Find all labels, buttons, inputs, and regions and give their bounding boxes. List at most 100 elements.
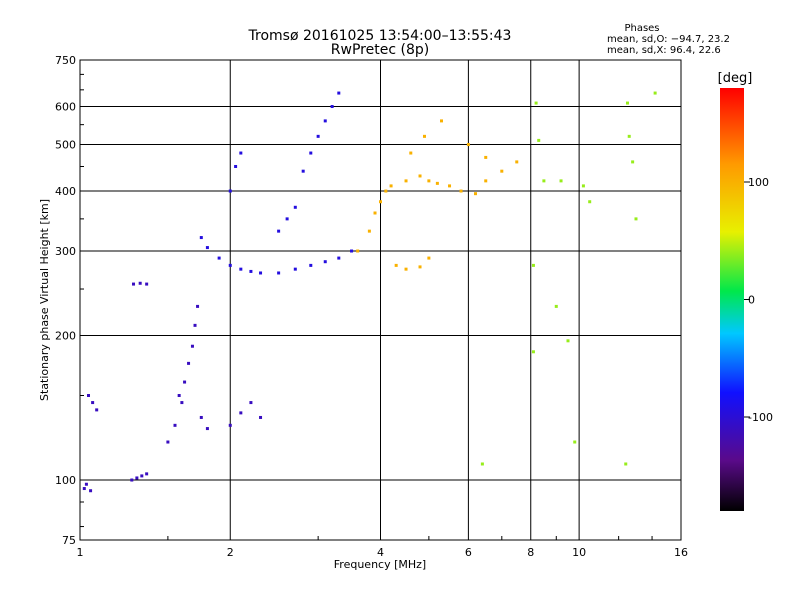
data-point — [166, 440, 170, 444]
data-point — [554, 304, 558, 308]
chart-title: Tromsø 20161025 13:54:00–13:55:43 — [248, 28, 512, 44]
data-point — [581, 184, 585, 188]
data-point — [228, 189, 232, 193]
data-point — [573, 440, 577, 444]
data-point — [249, 269, 253, 273]
data-point — [316, 134, 320, 138]
data-point — [653, 91, 657, 95]
colorbar — [720, 88, 744, 511]
data-point — [588, 200, 592, 204]
y-tick-label: 750 — [55, 54, 76, 67]
data-point — [379, 200, 382, 204]
data-point — [534, 101, 538, 105]
data-point — [132, 282, 136, 286]
data-point — [277, 229, 281, 233]
data-point — [337, 256, 341, 260]
data-point — [199, 415, 203, 419]
data-point — [627, 134, 631, 138]
x-tick-label: 16 — [674, 546, 688, 559]
data-point — [367, 229, 371, 233]
data-point — [193, 323, 197, 327]
data-point — [177, 394, 181, 398]
data-point — [293, 205, 297, 209]
colorbar-tick-label: 0 — [748, 294, 755, 307]
data-point — [138, 281, 142, 285]
chart-subtitle: RwPretec (8p) — [331, 42, 429, 58]
y-axis-label: Stationary phase Virtual Height [km] — [38, 199, 51, 401]
data-point — [199, 236, 203, 240]
colorbar-tick-labels: 100 0 -100 — [744, 176, 773, 424]
data-point — [277, 271, 281, 275]
data-point — [173, 423, 177, 427]
data-point — [531, 263, 535, 267]
data-point — [448, 184, 452, 188]
data-point — [624, 462, 628, 466]
x-axis-label: Frequency [MHz] — [334, 558, 426, 571]
data-point — [180, 401, 184, 405]
data-point — [625, 101, 629, 105]
data-point — [484, 179, 488, 183]
x-tick-labels: 1 2 4 6 8 10 16 — [77, 546, 689, 559]
data-point — [130, 478, 134, 482]
data-point — [239, 151, 243, 155]
y-tick-label: 500 — [55, 139, 76, 152]
data-point — [145, 472, 149, 476]
data-point — [566, 339, 570, 343]
data-point — [140, 474, 144, 478]
data-point — [418, 265, 422, 269]
data-point — [145, 282, 149, 286]
stats-line-o: mean, sd,O: −94.7, 23.2 — [607, 34, 730, 45]
colorbar-unit: [deg] — [718, 71, 753, 86]
data-point — [356, 249, 360, 253]
data-point — [337, 91, 341, 95]
data-point — [135, 476, 139, 480]
data-point — [500, 169, 504, 173]
stats-heading: Phases — [624, 23, 659, 34]
data-point — [293, 267, 297, 271]
data-point — [330, 105, 334, 109]
data-point — [239, 267, 243, 271]
x-tick-label: 4 — [377, 546, 384, 559]
data-point — [259, 271, 263, 275]
data-point — [259, 415, 263, 419]
colorbar-tick-label: 100 — [748, 176, 769, 189]
data-point — [187, 361, 191, 365]
data-point — [239, 411, 243, 415]
data-point — [394, 263, 398, 267]
data-point — [205, 427, 209, 431]
data-point — [190, 344, 194, 348]
data-point — [205, 246, 209, 250]
data-point — [183, 380, 187, 384]
data-point — [409, 151, 413, 155]
data-point — [389, 184, 393, 188]
data-point — [301, 169, 305, 173]
data-point — [427, 179, 431, 183]
data-point — [484, 155, 488, 159]
data-point — [435, 181, 439, 185]
y-tick-label: 400 — [55, 185, 76, 198]
data-point — [234, 164, 238, 168]
data-point — [323, 119, 327, 123]
data-point — [531, 350, 535, 354]
data-point — [559, 179, 563, 183]
y-tick-label: 600 — [55, 101, 76, 114]
data-point — [309, 263, 313, 267]
data-point — [373, 211, 377, 215]
stats-line-x: mean, sd,X: 96.4, 22.6 — [607, 45, 721, 56]
data-point — [515, 160, 519, 164]
colorbar-tick-label: -100 — [748, 411, 773, 424]
data-point — [404, 179, 408, 183]
data-point — [422, 134, 426, 138]
data-point — [84, 482, 88, 486]
data-point — [427, 256, 431, 260]
data-point — [249, 401, 253, 405]
data-points — [82, 91, 657, 493]
x-tick-label: 1 — [77, 546, 84, 559]
data-point — [87, 394, 91, 398]
data-point — [418, 174, 422, 178]
data-point — [196, 304, 200, 308]
y-tick-label: 300 — [55, 245, 76, 258]
data-point — [384, 189, 388, 193]
data-point — [285, 217, 289, 221]
